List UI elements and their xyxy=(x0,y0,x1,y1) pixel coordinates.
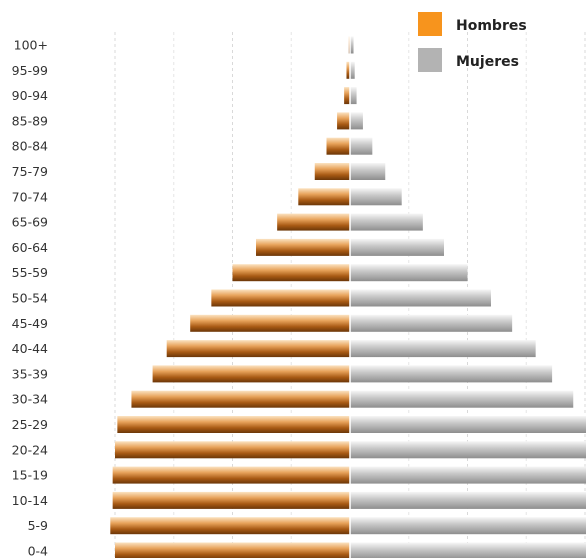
bar-hombres-95-99 xyxy=(346,61,350,79)
bar-mujeres-35-39 xyxy=(350,365,553,383)
y-tick-label: 45-49 xyxy=(12,316,48,331)
bar-mujeres-20-24 xyxy=(350,441,586,459)
bar-mujeres-70-74 xyxy=(350,188,402,206)
y-tick-label: 55-59 xyxy=(12,265,48,280)
bar-mujeres-65-69 xyxy=(350,213,423,231)
y-tick-label: 80-84 xyxy=(12,139,48,154)
y-tick-label: 95-99 xyxy=(12,63,48,78)
bar-hombres-50-54 xyxy=(211,289,350,307)
y-tick-label: 70-74 xyxy=(12,189,48,204)
y-tick-label: 30-34 xyxy=(12,392,48,407)
bar-hombres-55-59 xyxy=(232,264,350,282)
bar-hombres-10-14 xyxy=(112,491,351,509)
bar-mujeres-15-19 xyxy=(350,466,586,484)
bar-hombres-80-84 xyxy=(326,137,350,155)
bar-mujeres-30-34 xyxy=(350,390,574,408)
bar-mujeres-5-9 xyxy=(350,517,586,535)
y-tick-label: 15-19 xyxy=(12,468,48,483)
bar-mujeres-45-49 xyxy=(350,314,513,332)
y-tick-label: 35-39 xyxy=(12,366,48,381)
legend-swatch-hombres xyxy=(418,12,442,36)
y-tick-label: 40-44 xyxy=(12,341,48,356)
bar-hombres-75-79 xyxy=(314,163,350,180)
legend-swatch-mujeres xyxy=(418,48,442,72)
bar-mujeres-95-99 xyxy=(350,61,355,79)
bar-mujeres-10-14 xyxy=(350,491,586,509)
bar-hombres-5-9 xyxy=(110,517,350,535)
bar-mujeres-25-29 xyxy=(350,416,586,433)
y-tick-label: 85-89 xyxy=(12,113,48,128)
bar-hombres-40-44 xyxy=(166,340,350,358)
bar-hombres-90-94 xyxy=(344,87,350,105)
bar-hombres-0-4 xyxy=(115,542,350,558)
y-tick-label: 75-79 xyxy=(12,164,48,179)
bar-mujeres-50-54 xyxy=(350,289,491,307)
bar-mujeres-100+ xyxy=(350,36,354,54)
bar-hombres-15-19 xyxy=(112,466,351,484)
y-tick-label: 5-9 xyxy=(28,518,48,533)
bars xyxy=(110,32,586,558)
bar-hombres-70-74 xyxy=(298,188,350,206)
y-tick-label: 0-4 xyxy=(28,544,48,558)
bar-mujeres-80-84 xyxy=(350,137,373,155)
y-tick-label: 20-24 xyxy=(12,442,48,457)
legend-label-hombres: Hombres xyxy=(456,18,527,34)
bar-hombres-30-34 xyxy=(131,390,350,408)
y-tick-label: 65-69 xyxy=(12,215,48,230)
y-tick-label: 50-54 xyxy=(12,291,48,306)
y-tick-label: 90-94 xyxy=(12,88,48,103)
bar-mujeres-60-64 xyxy=(350,238,444,256)
bar-mujeres-0-4 xyxy=(350,542,586,558)
legend-label-mujeres: Mujeres xyxy=(456,54,519,70)
y-tick-label: 100+ xyxy=(14,38,48,53)
bar-mujeres-85-89 xyxy=(350,112,363,130)
bar-hombres-85-89 xyxy=(337,112,350,130)
y-tick-label: 60-64 xyxy=(12,240,48,255)
y-axis-labels: 100+ 95-99 90-94 85-89 80-84 75-79 70-74 65-69 6… xyxy=(12,38,48,558)
bar-hombres-25-29 xyxy=(117,416,350,433)
bar-hombres-45-49 xyxy=(190,314,350,332)
y-tick-label: 10-14 xyxy=(12,493,48,508)
y-tick-label: 25-29 xyxy=(12,417,48,432)
bar-hombres-20-24 xyxy=(115,441,350,459)
bar-mujeres-55-59 xyxy=(350,264,468,282)
bar-hombres-65-69 xyxy=(277,213,350,231)
legend: Hombres Mujeres xyxy=(418,12,527,72)
bar-hombres-35-39 xyxy=(152,365,350,383)
bar-mujeres-40-44 xyxy=(350,340,536,358)
bar-mujeres-75-79 xyxy=(350,163,386,180)
bar-mujeres-90-94 xyxy=(350,87,357,105)
bar-hombres-60-64 xyxy=(256,238,350,256)
